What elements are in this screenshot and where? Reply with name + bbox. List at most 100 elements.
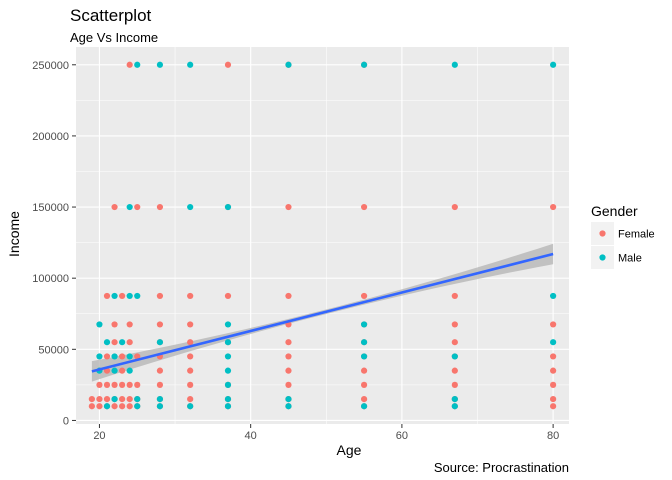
data-point-male [156, 396, 164, 403]
data-point-female [88, 403, 95, 410]
plot-panel [76, 47, 569, 424]
data-point-female [156, 203, 164, 211]
data-point-male [103, 339, 111, 346]
data-point-female [550, 403, 557, 410]
data-point-male [224, 321, 232, 328]
data-point-male [187, 203, 194, 211]
data-point-female [451, 381, 458, 388]
data-point-male [126, 203, 133, 211]
data-point-male [451, 353, 458, 360]
data-point-female [126, 321, 133, 328]
data-point-female [88, 396, 95, 403]
data-point-male [360, 403, 368, 410]
data-point-male [224, 353, 232, 360]
data-point-female [119, 396, 126, 403]
data-point-female [126, 396, 133, 403]
data-point-female [187, 321, 194, 328]
data-point-male [224, 203, 232, 211]
data-point-male [111, 367, 118, 374]
data-point-female [156, 381, 164, 388]
data-point-female [134, 381, 141, 388]
data-point-male [96, 321, 103, 328]
data-point-male [360, 339, 368, 346]
data-point-female [360, 292, 368, 300]
data-point-female [360, 367, 368, 374]
data-point-female [550, 203, 557, 211]
y-axis-label: Income [6, 211, 22, 257]
data-point-female [134, 203, 141, 211]
data-point-female [451, 203, 458, 211]
data-point-female [550, 381, 557, 388]
data-point-female [119, 292, 126, 300]
data-point-female [96, 403, 103, 410]
data-point-female [187, 353, 194, 360]
data-point-male [360, 321, 368, 328]
y-axis-ticks: 0 50000 100000 150000 200000 250000 [32, 60, 76, 427]
data-point-female [96, 396, 103, 403]
data-point-male [103, 403, 111, 410]
x-axis-ticks: 20 40 60 80 [93, 424, 559, 442]
data-point-female [285, 339, 292, 346]
data-point-male [451, 403, 458, 410]
data-point-female [285, 292, 292, 300]
data-point-male [126, 367, 133, 374]
y-tick-label: 0 [63, 415, 69, 427]
legend-entries: Female Male [591, 222, 655, 269]
data-point-female [224, 61, 232, 68]
data-point-female [134, 353, 141, 360]
data-point-male [156, 403, 164, 410]
data-point-female [187, 292, 194, 300]
data-point-male [134, 396, 141, 403]
data-point-male [451, 396, 458, 403]
data-point-male [550, 339, 557, 346]
data-point-female [156, 367, 164, 374]
data-point-male [285, 403, 292, 410]
data-point-female [360, 396, 368, 403]
legend-title: Gender [591, 203, 638, 219]
data-point-female [550, 396, 557, 403]
data-point-male [111, 396, 118, 403]
data-point-female [119, 381, 126, 388]
data-point-male [111, 353, 118, 360]
legend-key-male [599, 254, 606, 261]
data-point-male [111, 292, 118, 300]
data-point-female [119, 353, 126, 360]
legend: Gender Female Male [591, 203, 655, 269]
chart-caption: Source: Procrastination [434, 460, 569, 475]
data-point-male [224, 339, 232, 346]
chart-title: Scatterplot [70, 6, 152, 25]
data-point-female [285, 367, 292, 374]
data-point-female [156, 292, 164, 300]
x-tick-label: 20 [93, 430, 105, 442]
data-point-male [360, 61, 368, 68]
data-point-female [96, 381, 103, 388]
legend-label-male: Male [618, 253, 642, 265]
data-point-female [550, 353, 557, 360]
data-point-male [126, 292, 133, 300]
data-point-female [187, 367, 194, 374]
data-point-female [285, 353, 292, 360]
data-point-female [119, 403, 126, 410]
y-tick-label: 50000 [38, 344, 69, 356]
trend-line [91, 252, 554, 373]
y-tick-label: 250000 [32, 60, 69, 72]
data-point-male [224, 396, 232, 403]
data-point-female [451, 339, 458, 346]
data-point-female [103, 396, 111, 403]
data-point-female [451, 367, 458, 374]
data-point-female [103, 353, 111, 360]
data-point-female [156, 321, 164, 328]
data-point-male [550, 61, 557, 68]
y-tick-label: 200000 [32, 131, 69, 143]
data-point-male [451, 61, 458, 68]
data-point-male [134, 292, 141, 300]
data-point-female [126, 61, 133, 68]
data-point-female [126, 339, 133, 346]
data-point-female [224, 292, 232, 300]
data-point-female [126, 403, 133, 410]
data-point-male [126, 353, 133, 360]
data-point-male [224, 403, 232, 410]
data-point-female [550, 321, 557, 328]
